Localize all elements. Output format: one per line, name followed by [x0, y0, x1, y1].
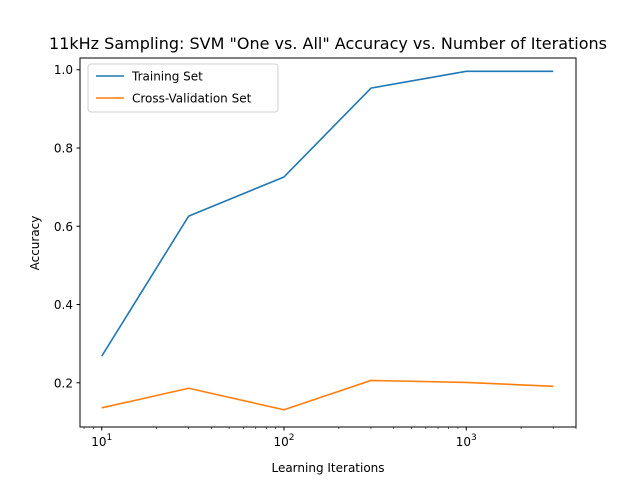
- y-axis-label: Accuracy: [28, 216, 42, 271]
- x-tick-label: 101: [91, 433, 112, 449]
- legend-label: Cross-Validation Set: [132, 92, 252, 106]
- x-tick-label-base: 10: [91, 435, 106, 449]
- series-line: [101, 70, 554, 357]
- series-line: [101, 379, 554, 411]
- y-tick-label: 0.8: [54, 142, 73, 156]
- x-axis-label: Learning Iterations: [271, 461, 384, 475]
- x-tick-label-base: 10: [456, 435, 471, 449]
- y-tick-label: 0.2: [54, 376, 73, 390]
- axes-frame: [79, 57, 577, 428]
- y-tick-label: 0.4: [54, 298, 73, 312]
- legend: Training Set Cross-Validation Set: [87, 63, 279, 113]
- x-tick-label-exponent: 3: [471, 433, 477, 443]
- x-tick-label: 103: [456, 433, 477, 449]
- y-tick-label: 0.6: [54, 220, 73, 234]
- legend-box: [87, 63, 279, 113]
- x-tick-label-exponent: 1: [106, 433, 112, 443]
- y-tick-label: 1.0: [54, 63, 73, 77]
- legend-label: Training Set: [131, 70, 203, 84]
- chart-title: 11kHz Sampling: SVM "One vs. All" Accura…: [49, 34, 607, 53]
- x-tick-label-base: 10: [273, 435, 288, 449]
- x-tick-label-exponent: 2: [289, 433, 295, 443]
- x-tick-label: 102: [273, 433, 294, 449]
